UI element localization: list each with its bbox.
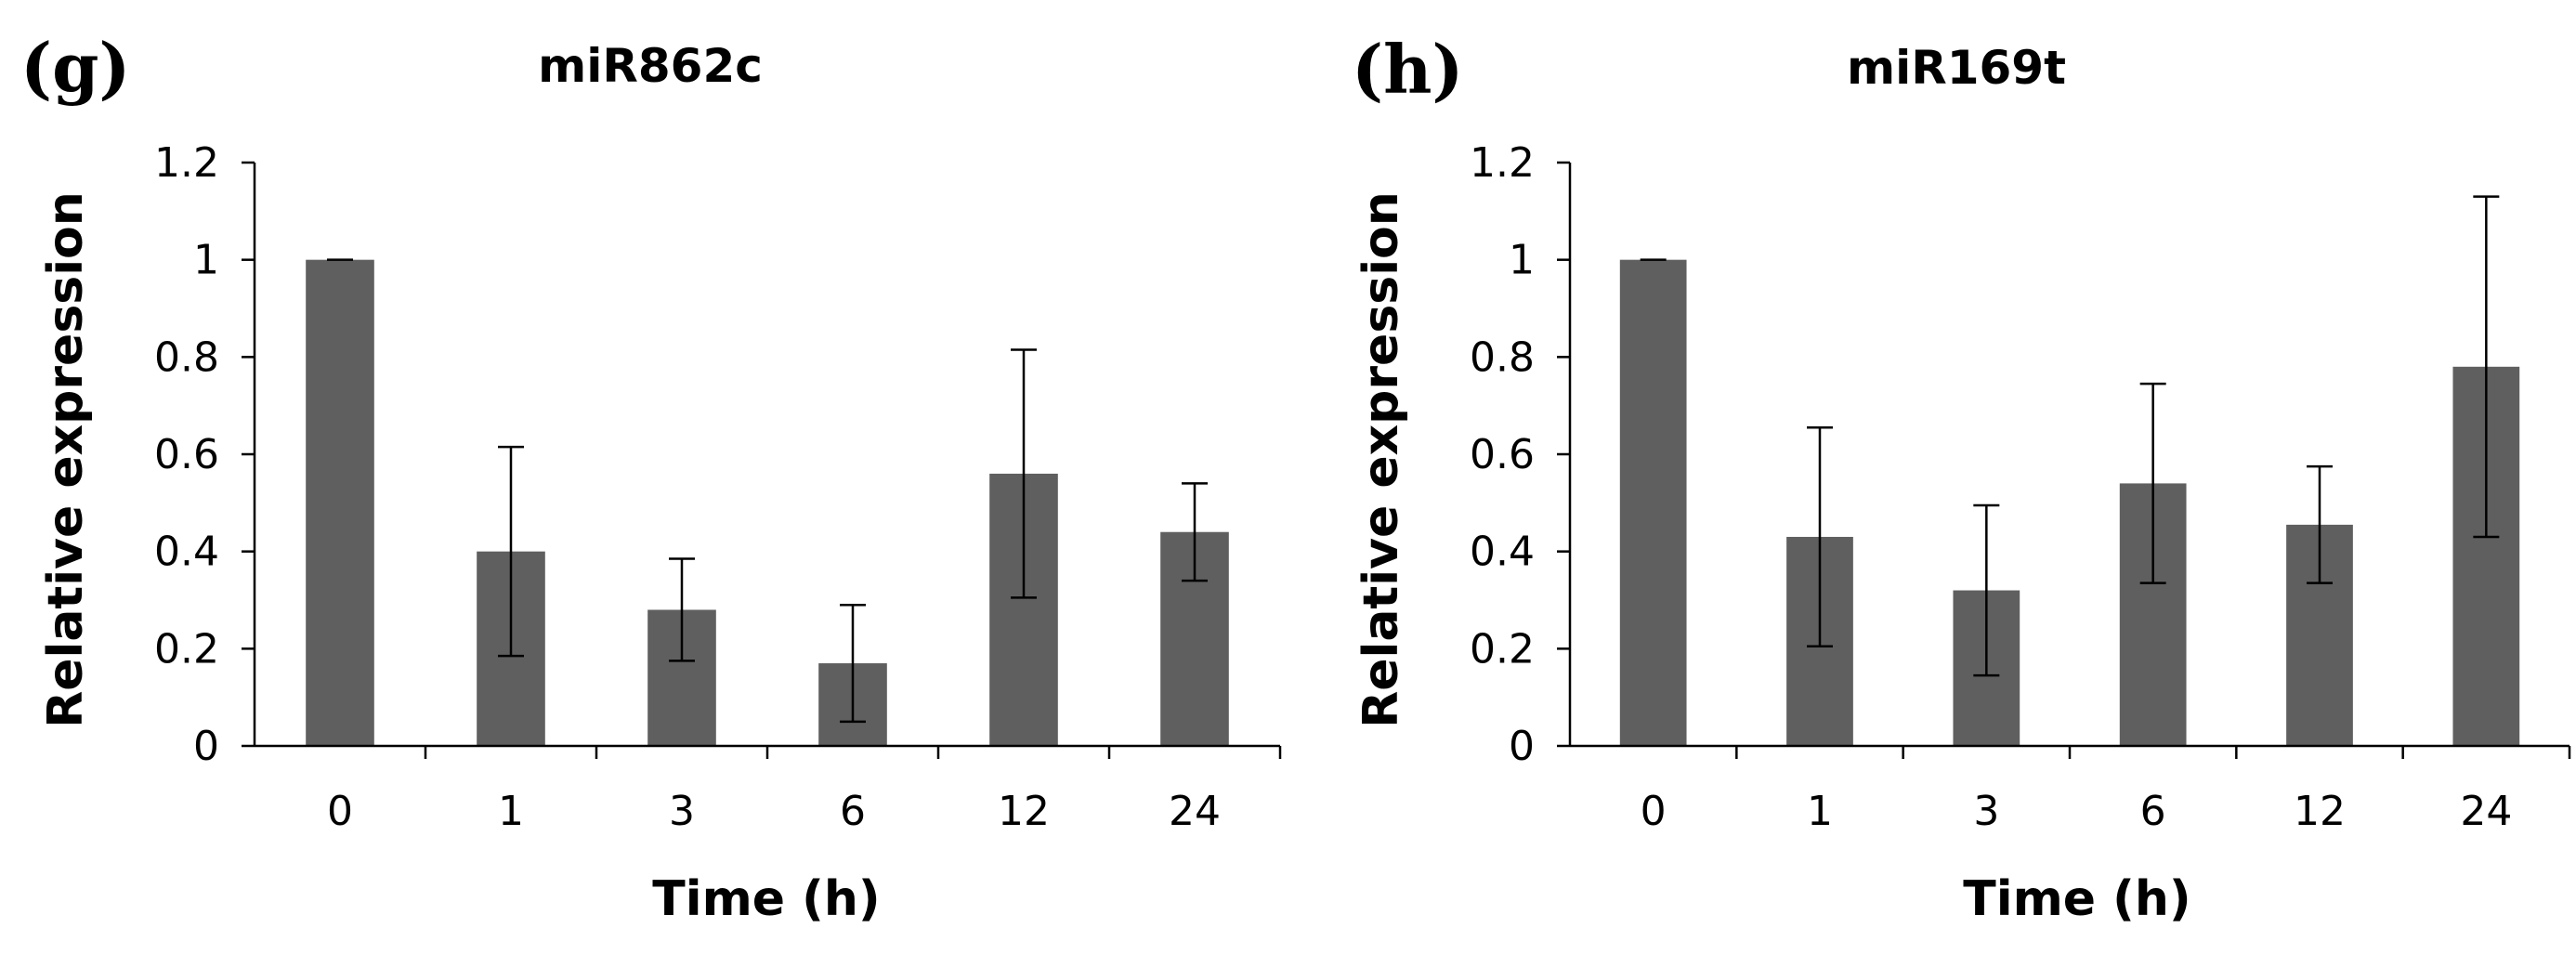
x-tick-label: 24: [1169, 788, 1221, 835]
y-tick-label: 0.6: [1470, 431, 1535, 478]
y-axis-label: Relative expression: [38, 191, 94, 728]
y-tick-label: 0.8: [1470, 333, 1535, 381]
y-tick-label: 1: [1509, 237, 1535, 284]
y-axis-label: Relative expression: [1353, 191, 1409, 728]
panel-label: (h): [1352, 30, 1463, 109]
chart-panel-g: (g) miR862c Relative expression Time (h)…: [20, 28, 1282, 927]
y-tick-label: 1: [193, 237, 219, 284]
chart-title: miR169t: [1847, 41, 2066, 95]
x-tick-label: 24: [2460, 788, 2512, 835]
y-tick-label: 0: [193, 723, 219, 770]
x-tick-label: 1: [1807, 788, 1833, 835]
y-tick-label: 1.2: [154, 139, 219, 187]
x-axis-label: Time (h): [652, 871, 880, 927]
chart-title: miR862c: [538, 39, 763, 93]
x-tick-label: 1: [498, 788, 524, 835]
x-tick-label: 3: [1973, 788, 1999, 835]
plot-area: 0 0.2 0.4 0.6 0.8 1 1.2 0 1 3 6 12 24: [154, 139, 1282, 835]
x-tick-label: 0: [1641, 788, 1667, 835]
x-axis-label: Time (h): [1963, 871, 2190, 927]
y-tick-label: 0: [1509, 723, 1535, 770]
y-tick-label: 0.2: [1470, 625, 1535, 673]
panel-label: (g): [20, 28, 130, 107]
x-tick-label: 0: [327, 788, 353, 835]
x-tick-label: 12: [998, 788, 1050, 835]
x-tick-label: 6: [2140, 788, 2166, 835]
y-tick-label: 0.8: [154, 333, 219, 381]
chart-panel-h: (h) miR169t Relative expression Time (h)…: [1352, 30, 2571, 927]
y-tick-label: 1.2: [1470, 139, 1535, 187]
x-tick-label: 6: [840, 788, 866, 835]
y-tick-label: 0.4: [154, 529, 219, 576]
x-tick-label: 12: [2294, 788, 2346, 835]
y-tick-label: 0.4: [1470, 529, 1535, 576]
y-tick-label: 0.6: [154, 431, 219, 478]
x-tick-label: 3: [669, 788, 695, 835]
y-tick-label: 0.2: [154, 625, 219, 673]
plot-area: 0 0.2 0.4 0.6 0.8 1 1.2 0 1 3 6 12 24: [1470, 139, 2571, 835]
bar: [306, 259, 374, 747]
bar: [1619, 259, 1687, 747]
